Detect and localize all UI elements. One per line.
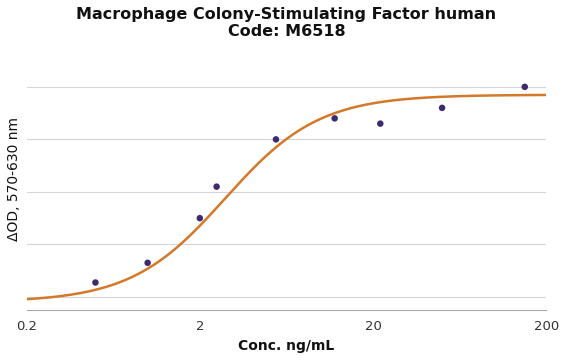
Y-axis label: ΔOD, 570-630 nm: ΔOD, 570-630 nm — [7, 117, 21, 241]
Point — [143, 260, 152, 266]
Point — [520, 84, 529, 90]
Point — [376, 121, 385, 126]
Point — [91, 280, 100, 285]
Point — [195, 215, 204, 221]
Title: Macrophage Colony-Stimulating Factor human
Code: M6518: Macrophage Colony-Stimulating Factor hum… — [76, 7, 496, 39]
Point — [330, 116, 339, 121]
Point — [438, 105, 447, 111]
Point — [212, 184, 221, 189]
X-axis label: Conc. ng/mL: Conc. ng/mL — [238, 339, 335, 353]
Point — [272, 136, 281, 142]
